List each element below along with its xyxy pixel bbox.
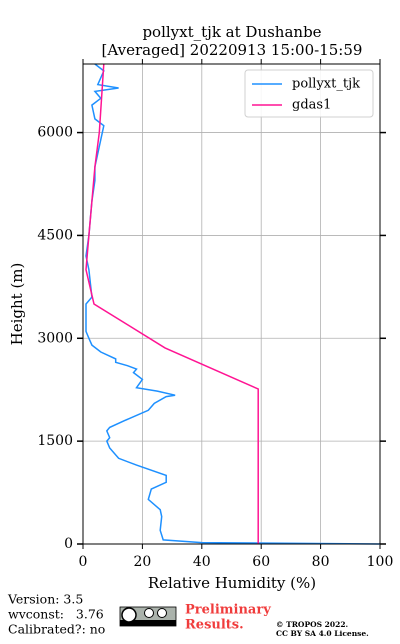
- plot-frame: [82, 63, 381, 545]
- series-line: [85, 63, 381, 545]
- y-tick-label: 1500: [37, 433, 73, 449]
- legend: pollyxt_tjk gdas1: [244, 69, 374, 118]
- series-line: [85, 63, 259, 544]
- preliminary-note: Preliminary: [185, 603, 271, 618]
- version: Version: 3.5: [7, 592, 83, 607]
- legend-label: gdas1: [292, 98, 331, 113]
- x-tick-label: 0: [79, 554, 88, 570]
- calibrated: Calibrated?: no: [8, 622, 105, 637]
- chart-title: pollyxt_tjk at Dushanbe: [142, 23, 321, 41]
- x-tick-label: 20: [133, 554, 151, 570]
- legend-label: pollyxt_tjk: [292, 77, 360, 92]
- x-axis-label: Relative Humidity (%): [148, 574, 316, 592]
- plot-area: 0 20 40 60 80 100 0 1500 3000 4500 6000 pollyxt_tjk…: [37, 59, 393, 570]
- y-tick-label: 0: [64, 536, 73, 552]
- y-axis-label: Height (m): [8, 263, 26, 346]
- x-tick-label: 80: [312, 554, 330, 570]
- preliminary-note: Results.: [185, 618, 244, 633]
- x-tick-label: 60: [252, 554, 270, 570]
- y-tick-label: 3000: [37, 330, 73, 346]
- y-tick-label: 6000: [37, 125, 73, 141]
- cc-badge: [119, 606, 177, 627]
- wvconst: wvconst: 3.76: [8, 607, 104, 622]
- license: © TROPOS 2022.: [276, 620, 348, 629]
- x-tick-label: 100: [367, 554, 394, 570]
- chart-subtitle: [Averaged] 20220913 15:00-15:59: [102, 41, 363, 59]
- y-tick-label: 4500: [37, 227, 73, 243]
- x-tick-label: 40: [193, 554, 211, 570]
- license: CC BY SA 4.0 License.: [276, 629, 369, 638]
